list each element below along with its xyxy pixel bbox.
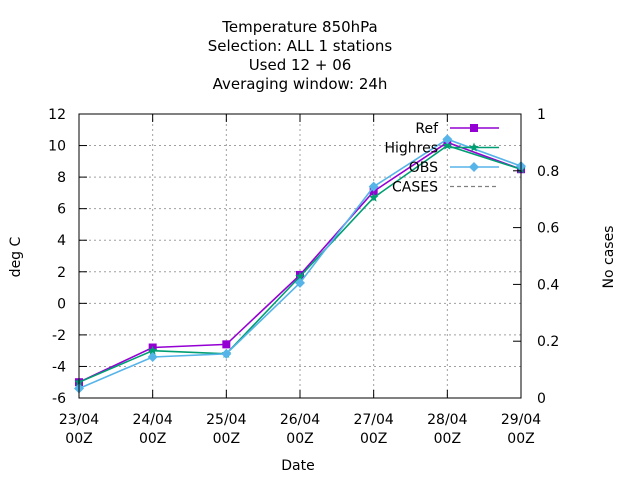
- x-tick-label-hour: 00Z: [507, 431, 534, 447]
- y-tick-label: -4: [52, 359, 66, 375]
- x-tick-label-date: 25/04: [206, 412, 246, 428]
- data-point: [222, 340, 231, 349]
- legend-label: CASES: [392, 180, 438, 196]
- y-tick-label: 10: [48, 139, 66, 155]
- x-tick-label-hour: 00Z: [139, 431, 166, 447]
- y-tick-label: -2: [52, 328, 66, 344]
- y2-tick-label: 1: [537, 107, 546, 123]
- legend-item-ref: Ref: [415, 121, 499, 137]
- title-line: Averaging window: 24h: [213, 75, 388, 93]
- x-tick-label-hour: 00Z: [360, 431, 387, 447]
- title-line: Temperature 850hPa: [221, 18, 378, 36]
- y-tick-label: 4: [57, 233, 66, 249]
- axis-ticks: 12 10 8 6 4 2 0 -2 -4 -6 1 0.8 0.6 0.4 0.2 0 23/04 00Z 24/…: [48, 107, 559, 447]
- y2-tick-label: 0.2: [537, 334, 559, 350]
- x-tick-label-date: 26/04: [280, 412, 320, 428]
- legend-label: Ref: [415, 121, 439, 137]
- series-obs: [74, 134, 526, 394]
- data-point: [368, 181, 379, 192]
- legend-label: Highres: [384, 141, 438, 157]
- x-tick-label-date: 24/04: [132, 412, 172, 428]
- data-point: [469, 162, 479, 172]
- y-tick-label: -6: [52, 391, 66, 407]
- data-point: [470, 124, 478, 132]
- x-axis-label: Date: [281, 458, 314, 474]
- y2-axis-label: No cases: [601, 226, 617, 289]
- x-tick-label-date: 29/04: [501, 412, 541, 428]
- data-point: [368, 192, 379, 202]
- legend-item-cases: CASES: [392, 180, 499, 196]
- data-point: [221, 348, 232, 359]
- data-point: [469, 142, 479, 152]
- legend-label: OBS: [409, 160, 438, 176]
- data-point: [147, 351, 158, 362]
- data-point: [147, 345, 158, 355]
- y2-tick-label: 0.4: [537, 277, 559, 293]
- legend-item-highres: Highres: [384, 141, 499, 157]
- x-tick-label-date: 28/04: [427, 412, 467, 428]
- x-tick-label-date: 23/04: [59, 412, 99, 428]
- y-tick-label: 0: [57, 296, 66, 312]
- y-axis-label: deg C: [8, 236, 24, 277]
- y2-tick-label: 0.8: [537, 164, 559, 180]
- y2-tick-label: 0.6: [537, 221, 559, 237]
- y-tick-label: 2: [57, 265, 66, 281]
- grid: [79, 114, 521, 398]
- y-tick-label: 8: [57, 170, 66, 186]
- x-tick-label-hour: 00Z: [65, 431, 92, 447]
- title-line: Selection: ALL 1 stations: [208, 37, 393, 55]
- y-tick-label: 6: [57, 202, 66, 218]
- legend: Ref Highres OBS CASES: [384, 121, 499, 196]
- x-tick-label-hour: 00Z: [213, 431, 240, 447]
- x-tick-label-date: 27/04: [353, 412, 393, 428]
- data-point: [442, 134, 453, 145]
- y-tick-label: 12: [48, 107, 66, 123]
- x-tick-label-hour: 00Z: [434, 431, 461, 447]
- title-line: Used 12 + 06: [249, 56, 352, 74]
- data-point: [442, 140, 453, 150]
- series-line: [78, 141, 522, 383]
- y2-tick-label: 0: [537, 391, 546, 407]
- x-tick-label-hour: 00Z: [286, 431, 313, 447]
- legend-item-obs: OBS: [409, 160, 499, 176]
- data-point: [295, 277, 305, 288]
- series-line: [78, 144, 522, 383]
- data-point: [295, 271, 305, 281]
